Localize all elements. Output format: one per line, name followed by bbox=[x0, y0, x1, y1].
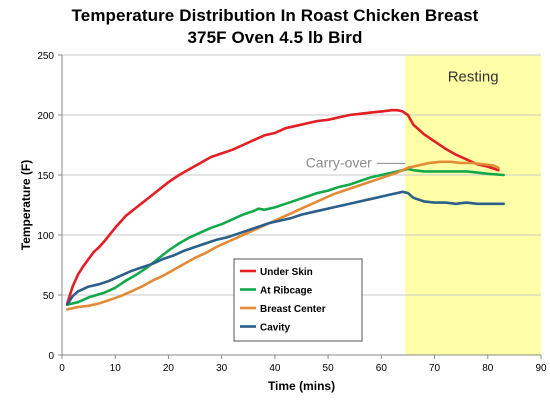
y-tick-label: 200 bbox=[37, 111, 54, 122]
x-tick-label: 0 bbox=[59, 363, 65, 374]
chart-title: Temperature Distribution In Roast Chicke… bbox=[71, 6, 479, 25]
annotation-carry-over: Carry-over bbox=[306, 154, 372, 170]
y-axis-title: Temperature (F) bbox=[19, 160, 33, 250]
x-tick-label: 30 bbox=[216, 363, 228, 374]
resting-region bbox=[405, 55, 541, 355]
series-line-1 bbox=[66, 108, 500, 305]
x-tick-label: 80 bbox=[482, 363, 494, 374]
series-line-2 bbox=[66, 167, 506, 306]
legend-label: Breast Center bbox=[260, 304, 326, 315]
y-tick-label: 100 bbox=[37, 231, 54, 242]
x-tick-label: 10 bbox=[110, 363, 122, 374]
y-tick-label: 250 bbox=[37, 51, 54, 62]
series-line-3 bbox=[66, 160, 500, 311]
y-tick-label: 50 bbox=[43, 291, 55, 302]
x-tick-label: 60 bbox=[376, 363, 388, 374]
legend-label: Under Skin bbox=[260, 267, 313, 278]
series-line-4 bbox=[66, 190, 506, 306]
x-tick-label: 50 bbox=[323, 363, 335, 374]
legend-label: Cavity bbox=[260, 323, 290, 334]
legend-label: At Ribcage bbox=[260, 286, 313, 297]
y-tick-label: 0 bbox=[48, 351, 54, 362]
resting-label: Resting bbox=[448, 68, 499, 85]
x-tick-label: 90 bbox=[535, 363, 547, 374]
x-tick-label: 70 bbox=[429, 363, 441, 374]
x-axis-title: Time (mins) bbox=[268, 379, 335, 393]
x-tick-label: 20 bbox=[163, 363, 175, 374]
chart-subtitle: 375F Oven 4.5 lb Bird bbox=[187, 28, 363, 47]
y-tick-label: 150 bbox=[37, 171, 54, 182]
x-tick-label: 40 bbox=[269, 363, 281, 374]
